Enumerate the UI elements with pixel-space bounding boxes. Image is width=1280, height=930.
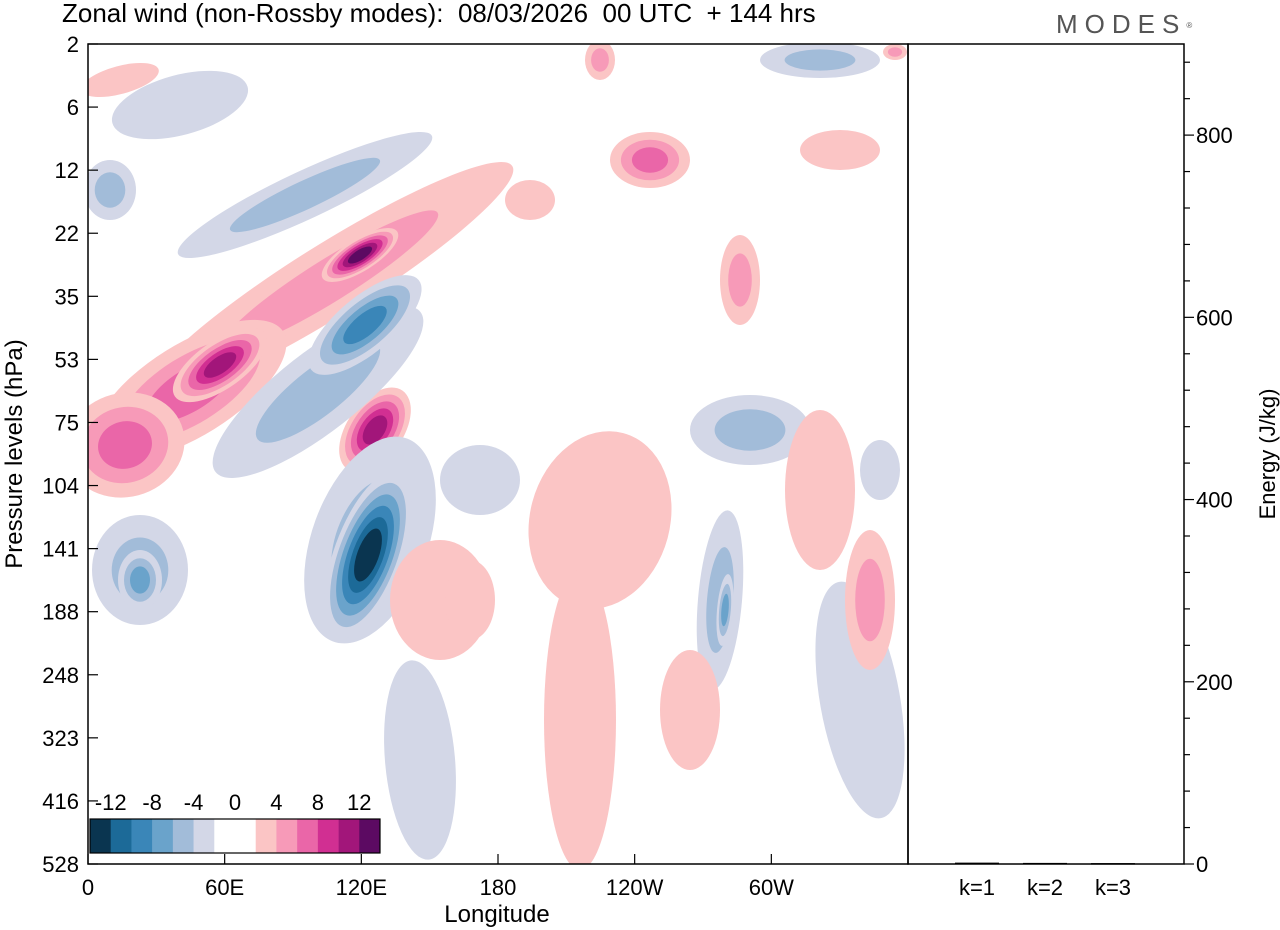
colorbar-swatch-2 (131, 819, 153, 853)
energy-frame (907, 43, 1185, 865)
colorbar-swatch-3 (152, 819, 174, 853)
energy-bar-k=1 (955, 862, 999, 865)
negative-contour-7-3 (343, 305, 387, 345)
colorbar-label-1: -8 (142, 790, 162, 815)
negative-contour-12-2 (130, 566, 150, 594)
positive-contour-25-0 (445, 560, 495, 640)
colorbar-swatch-5 (193, 819, 215, 853)
y-tick-label-1: 6 (67, 95, 79, 120)
colorbar-label-3: 0 (229, 790, 241, 815)
energy-bar-label-0: k=1 (959, 875, 995, 900)
energy-axis: 0 200 400 600 800 (1184, 61, 1233, 877)
energy-tick-label-0: 0 (1196, 852, 1208, 877)
colorbar-frame (89, 818, 381, 854)
colorbar-swatch-6 (214, 819, 236, 853)
negative-contour-10-1 (229, 157, 381, 233)
colorbar-label-2: -4 (184, 790, 204, 815)
y-axis: 2 6 12 22 35 53 75 104 141 188 248 323 416 528 (42, 32, 98, 877)
positive-contour-30-0 (800, 130, 880, 170)
negative-contour-20-1 (714, 409, 786, 451)
colorbar-swatch-0 (90, 819, 112, 853)
positive-contour-5-4 (362, 415, 388, 445)
positive-contour-3-4 (203, 352, 237, 378)
energy-bars: k=1 k=2 k=3 (955, 862, 1135, 900)
colorbar-label-0: -12 (95, 790, 127, 815)
y-tick-label-9: 188 (42, 600, 79, 625)
positive-contour-22-0 (528, 431, 672, 609)
y-tick-label-3: 22 (55, 221, 79, 246)
positive-contour-29-1 (728, 253, 752, 307)
positive-contour-2-2 (98, 421, 152, 469)
negative-contour-9-5 (354, 528, 382, 582)
negative-contour-15-0 (111, 70, 249, 140)
y-axis-label: Pressure levels (hPa) (1, 339, 28, 568)
negative-contour-16-1 (94, 172, 126, 208)
negative-contour-14-2 (721, 593, 729, 627)
colorbar-swatch-12 (338, 819, 360, 853)
colorbar-swatch-9 (276, 819, 298, 853)
colorbar-swatch-7 (235, 819, 257, 853)
colorbar-swatch-11 (317, 819, 339, 853)
energy-bar-k=3 (1091, 863, 1135, 865)
negative-contour-17-1 (784, 49, 856, 71)
y-tick-label-0: 2 (67, 32, 79, 57)
chart-title: Zonal wind (non-Rossby modes): 08/03/202… (62, 0, 816, 28)
energy-bar-label-1: k=2 (1027, 875, 1063, 900)
colorbar-swatch-13 (359, 819, 381, 853)
modes-logo: MODES® (1056, 9, 1192, 39)
colorbar-swatch-4 (172, 819, 194, 853)
y-tick-label-2: 12 (55, 158, 79, 183)
colorbar: -12 -8 -4 0 4 8 12 (89, 790, 381, 854)
energy-axis-label: Energy (J/kg) (1255, 389, 1280, 520)
colorbar-label-4: 4 (270, 790, 282, 815)
y-tick-label-12: 416 (42, 789, 79, 814)
colorbar-swatch-10 (297, 819, 319, 853)
logo-text: MODES (1056, 9, 1187, 39)
y-tick-label-10: 248 (42, 663, 79, 688)
y-tick-label-7: 104 (42, 474, 79, 499)
y-tick-label-6: 75 (55, 410, 79, 435)
positive-contour-32-1 (591, 48, 609, 72)
colorbar-swatch-1 (110, 819, 132, 853)
y-tick-label-13: 528 (42, 852, 79, 877)
x-axis-label: Longitude (444, 901, 549, 928)
negative-contour-19-0 (384, 660, 456, 860)
positive-contour-35-0 (505, 180, 555, 220)
y-tick-label-8: 141 (42, 537, 79, 562)
y-tick-label-5: 53 (55, 347, 79, 372)
negative-contour-33-0 (440, 445, 520, 515)
x-tick-label-5: 60W (749, 875, 794, 900)
positive-contour-4-5 (347, 246, 373, 264)
x-axis: 0 60E 120E 180 120W 60W (82, 854, 794, 900)
energy-tick-label-2: 400 (1196, 488, 1233, 513)
x-tick-label-0: 0 (82, 875, 94, 900)
positive-contour-31-0 (88, 62, 159, 98)
x-tick-label-4: 120W (606, 875, 664, 900)
energy-tick-label-1: 200 (1196, 670, 1233, 695)
colorbar-label-6: 12 (347, 790, 371, 815)
negative-contour-21-0 (860, 440, 900, 500)
colorbar-label-5: 8 (312, 790, 324, 815)
positive-contour-28-2 (631, 147, 669, 173)
positive-contour-26-0 (785, 410, 855, 570)
x-tick-label-1: 60E (205, 875, 244, 900)
registered-mark: ® (1186, 21, 1193, 30)
positive-contour-34-0 (660, 650, 720, 770)
energy-tick-label-3: 600 (1196, 305, 1233, 330)
positive-contour-27-1 (855, 558, 885, 642)
positive-contour-36-1 (887, 47, 903, 57)
y-tick-label-4: 35 (55, 284, 79, 309)
energy-bar-label-2: k=3 (1095, 875, 1131, 900)
positive-contour-23-0 (544, 570, 616, 864)
wind-field (88, 44, 907, 864)
energy-tick-label-4: 800 (1196, 123, 1233, 148)
y-tick-label-11: 323 (42, 726, 79, 751)
colorbar-swatch-8 (255, 819, 277, 853)
x-tick-label-3: 180 (480, 875, 517, 900)
energy-bar-k=2 (1023, 862, 1067, 865)
x-tick-label-2: 120E (336, 875, 387, 900)
